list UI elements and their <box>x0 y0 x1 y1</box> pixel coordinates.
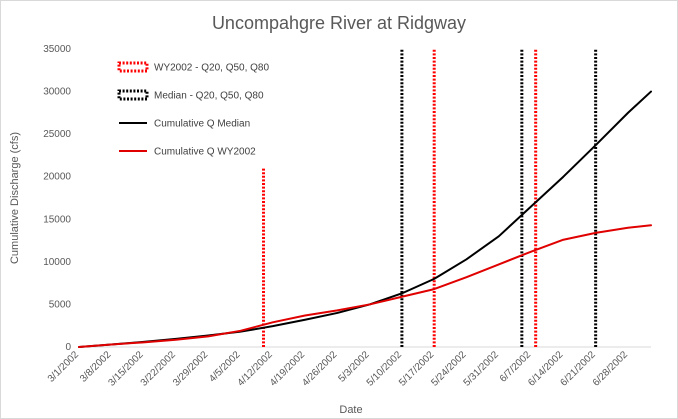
threshold-lines <box>262 49 598 347</box>
y-axis-ticks: 0 5000 10000 15000 20000 25000 30000 35000 <box>43 44 71 353</box>
y-tick-label: 0 <box>65 342 71 353</box>
chart-title: Uncompahgre River at Ridgway <box>212 13 466 33</box>
x-tick-label: 4/26/2002 <box>300 349 340 389</box>
legend-swatch <box>117 89 149 101</box>
x-tick-label: 3/29/2002 <box>171 349 211 389</box>
legend: WY2002 - Q20, Q50, Q80 Median - Q20, Q50,… <box>117 61 269 158</box>
legend-label: Median - Q20, Q50, Q80 <box>154 91 264 102</box>
y-tick-label: 15000 <box>43 214 71 225</box>
y-tick-label: 5000 <box>49 299 72 310</box>
y-tick-label: 10000 <box>43 257 71 268</box>
x-axis-ticks: 3/1/20023/8/20023/15/20023/22/20023/29/2… <box>46 349 631 389</box>
legend-label: Cumulative Q WY2002 <box>154 147 256 158</box>
x-tick-label: 3/1/2002 <box>46 349 82 385</box>
legend-label: Cumulative Q Median <box>154 119 250 130</box>
median-cumulative-line <box>78 90 652 348</box>
y-tick-label: 20000 <box>43 172 71 183</box>
legend-label: WY2002 - Q20, Q50, Q80 <box>154 63 269 74</box>
y-tick-label: 25000 <box>43 129 71 140</box>
x-tick-label: 5/31/2002 <box>462 349 502 389</box>
wy2002-cumulative-line <box>78 224 652 348</box>
x-axis-label: Date <box>339 404 362 416</box>
legend-swatch <box>117 61 149 73</box>
x-tick-label: 6/28/2002 <box>591 349 631 389</box>
y-tick-label: 35000 <box>43 44 71 55</box>
y-axis-label: Cumulative Discharge (cfs) <box>9 132 21 264</box>
y-tick-label: 30000 <box>43 87 71 98</box>
series-lines <box>78 90 652 348</box>
